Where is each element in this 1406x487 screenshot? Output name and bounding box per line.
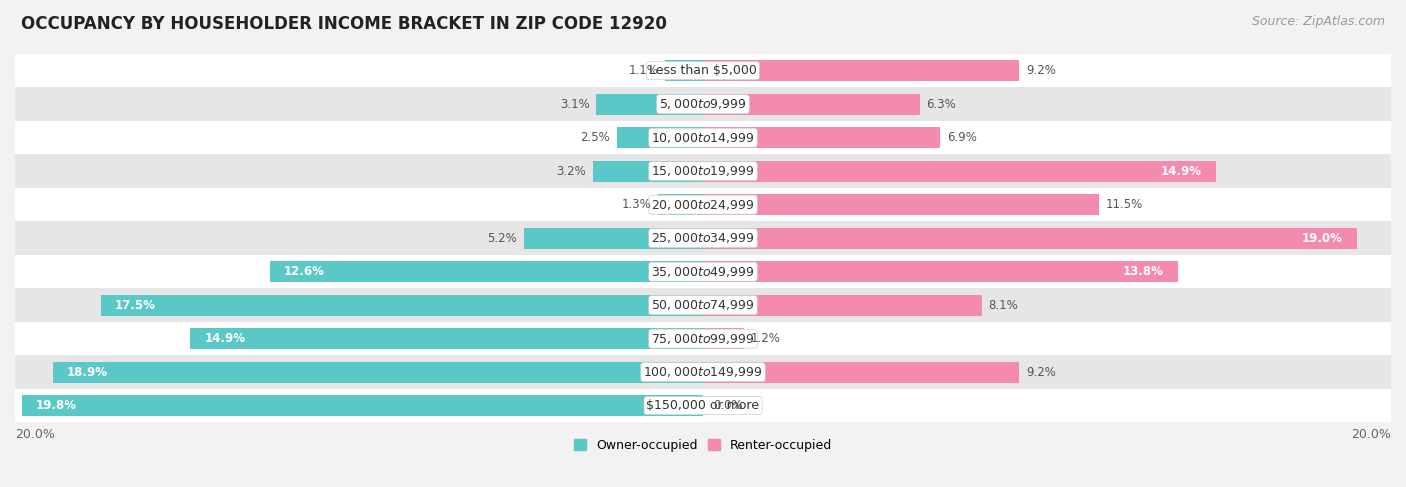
Text: 17.5%: 17.5% [115, 299, 156, 312]
Bar [15, 356, 1391, 389]
Text: $50,000 to $74,999: $50,000 to $74,999 [651, 298, 755, 312]
Bar [15, 389, 1391, 422]
Text: 2.5%: 2.5% [581, 131, 610, 144]
Bar [593, 161, 703, 182]
Bar [703, 194, 1098, 215]
Text: $25,000 to $34,999: $25,000 to $34,999 [651, 231, 755, 245]
Text: 12.6%: 12.6% [284, 265, 325, 278]
Text: $15,000 to $19,999: $15,000 to $19,999 [651, 164, 755, 178]
Bar [703, 262, 1178, 282]
Text: 8.1%: 8.1% [988, 299, 1018, 312]
Bar [15, 188, 1391, 222]
Text: $75,000 to $99,999: $75,000 to $99,999 [651, 332, 755, 346]
Bar [22, 395, 703, 416]
Bar [596, 94, 703, 114]
Text: 3.2%: 3.2% [557, 165, 586, 178]
Bar [15, 154, 1391, 188]
Bar [703, 60, 1019, 81]
Bar [703, 127, 941, 148]
Text: $150,000 or more: $150,000 or more [647, 399, 759, 412]
Text: 6.9%: 6.9% [948, 131, 977, 144]
Bar [15, 288, 1391, 322]
Bar [270, 262, 703, 282]
Text: 5.2%: 5.2% [488, 232, 517, 244]
Bar [15, 222, 1391, 255]
Bar [658, 194, 703, 215]
Text: $100,000 to $149,999: $100,000 to $149,999 [644, 365, 762, 379]
Text: $10,000 to $14,999: $10,000 to $14,999 [651, 131, 755, 145]
Bar [703, 362, 1019, 382]
Bar [15, 322, 1391, 356]
Bar [617, 127, 703, 148]
Bar [703, 228, 1357, 248]
Bar [190, 328, 703, 349]
Text: 20.0%: 20.0% [15, 428, 55, 441]
Bar [15, 54, 1391, 88]
Text: 19.0%: 19.0% [1302, 232, 1343, 244]
Text: $20,000 to $24,999: $20,000 to $24,999 [651, 198, 755, 212]
Legend: Owner-occupied, Renter-occupied: Owner-occupied, Renter-occupied [568, 433, 838, 457]
Bar [703, 295, 981, 316]
Text: 14.9%: 14.9% [204, 332, 245, 345]
Text: 9.2%: 9.2% [1026, 366, 1056, 379]
Bar [15, 255, 1391, 288]
Text: 18.9%: 18.9% [66, 366, 108, 379]
Text: Less than $5,000: Less than $5,000 [650, 64, 756, 77]
Bar [703, 94, 920, 114]
Text: 0.0%: 0.0% [713, 399, 742, 412]
Text: 6.3%: 6.3% [927, 98, 956, 111]
Bar [665, 60, 703, 81]
Bar [524, 228, 703, 248]
Text: OCCUPANCY BY HOUSEHOLDER INCOME BRACKET IN ZIP CODE 12920: OCCUPANCY BY HOUSEHOLDER INCOME BRACKET … [21, 15, 666, 33]
Text: $5,000 to $9,999: $5,000 to $9,999 [659, 97, 747, 111]
Bar [15, 121, 1391, 154]
Text: 1.1%: 1.1% [628, 64, 658, 77]
Bar [703, 161, 1216, 182]
Bar [101, 295, 703, 316]
Text: 19.8%: 19.8% [35, 399, 77, 412]
Text: 20.0%: 20.0% [1351, 428, 1391, 441]
Bar [53, 362, 703, 382]
Text: $35,000 to $49,999: $35,000 to $49,999 [651, 264, 755, 279]
Text: 1.3%: 1.3% [621, 198, 651, 211]
Text: 9.2%: 9.2% [1026, 64, 1056, 77]
Text: Source: ZipAtlas.com: Source: ZipAtlas.com [1251, 15, 1385, 28]
Text: 14.9%: 14.9% [1161, 165, 1202, 178]
Bar [15, 88, 1391, 121]
Bar [703, 328, 744, 349]
Text: 3.1%: 3.1% [560, 98, 589, 111]
Text: 13.8%: 13.8% [1123, 265, 1164, 278]
Text: 11.5%: 11.5% [1105, 198, 1143, 211]
Text: 1.2%: 1.2% [751, 332, 782, 345]
